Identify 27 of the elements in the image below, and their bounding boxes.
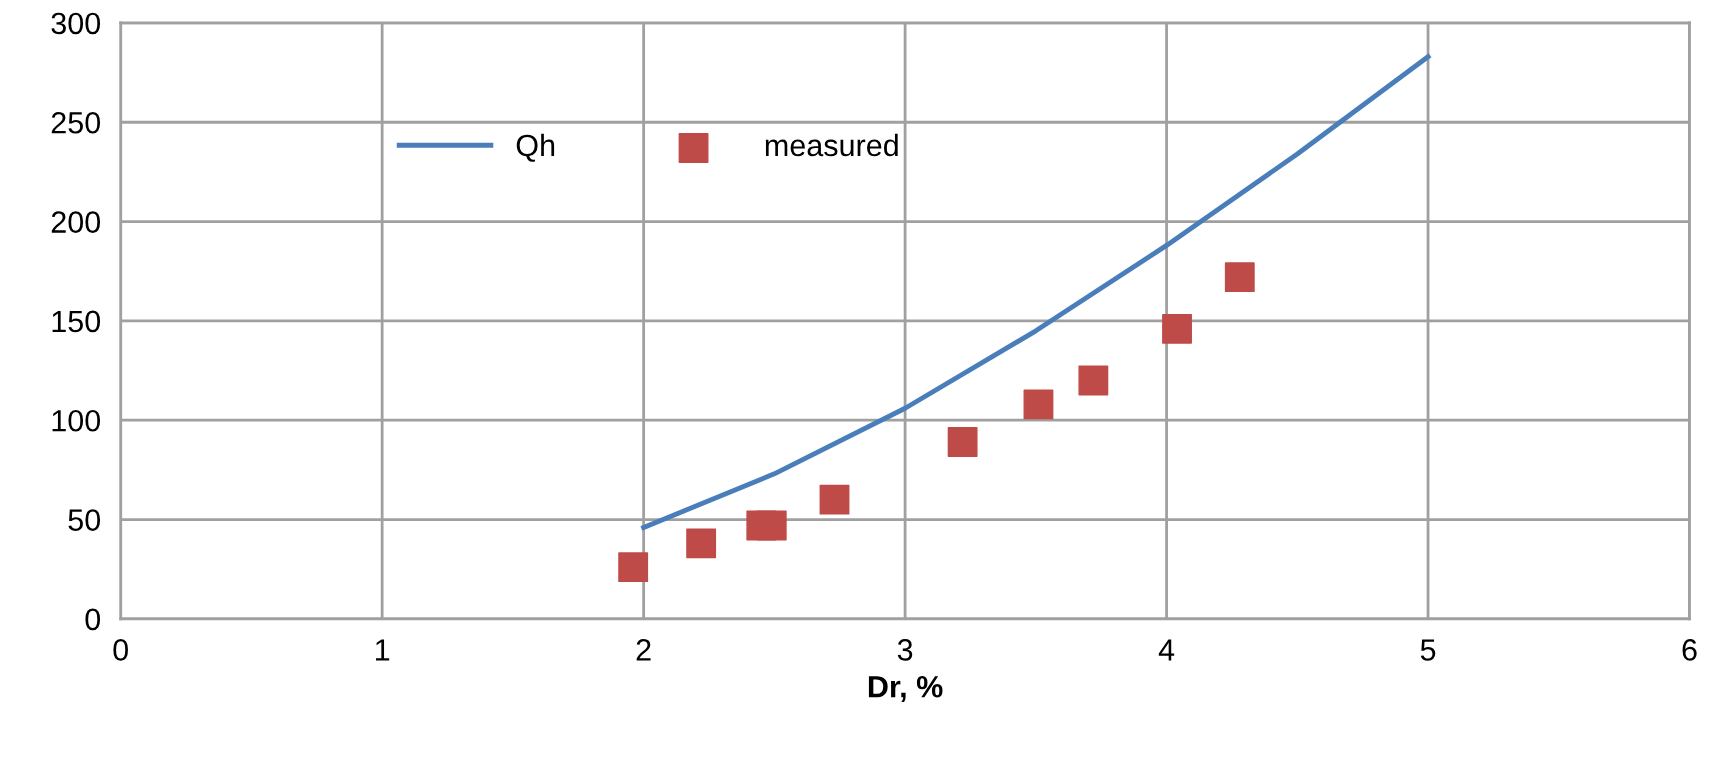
y-tick-label: 0: [85, 608, 101, 631]
point: [1224, 262, 1255, 293]
y-tick-label: 200: [51, 211, 101, 233]
point: [1023, 389, 1054, 420]
x-tick-label: 1: [375, 639, 390, 661]
y-tick-label: 50: [68, 509, 101, 531]
x-tick-label: 0: [113, 639, 128, 661]
y-tick-label: 150: [52, 310, 101, 333]
point: [819, 484, 850, 515]
x-tick-label: 3: [897, 639, 913, 661]
point: [947, 427, 978, 457]
y-tick-label: 100: [52, 409, 101, 432]
line-series: [641, 54, 1431, 530]
point: [756, 510, 787, 541]
point: [686, 528, 717, 559]
point: [1078, 365, 1109, 396]
point: [1162, 313, 1192, 344]
legend-label: measured: [765, 133, 898, 157]
x-tick-label: 6: [1682, 639, 1697, 661]
y-tick-label: 300: [51, 12, 101, 35]
x-tick-label: 4: [1158, 639, 1175, 661]
x-tick-label: 5: [1420, 639, 1436, 661]
y-tick-label: 250: [51, 111, 101, 134]
point: [618, 552, 649, 583]
x-axis-title: Dr, %: [868, 675, 943, 702]
x-tick-label: 2: [636, 639, 651, 661]
legend-label: Qh: [516, 133, 555, 162]
